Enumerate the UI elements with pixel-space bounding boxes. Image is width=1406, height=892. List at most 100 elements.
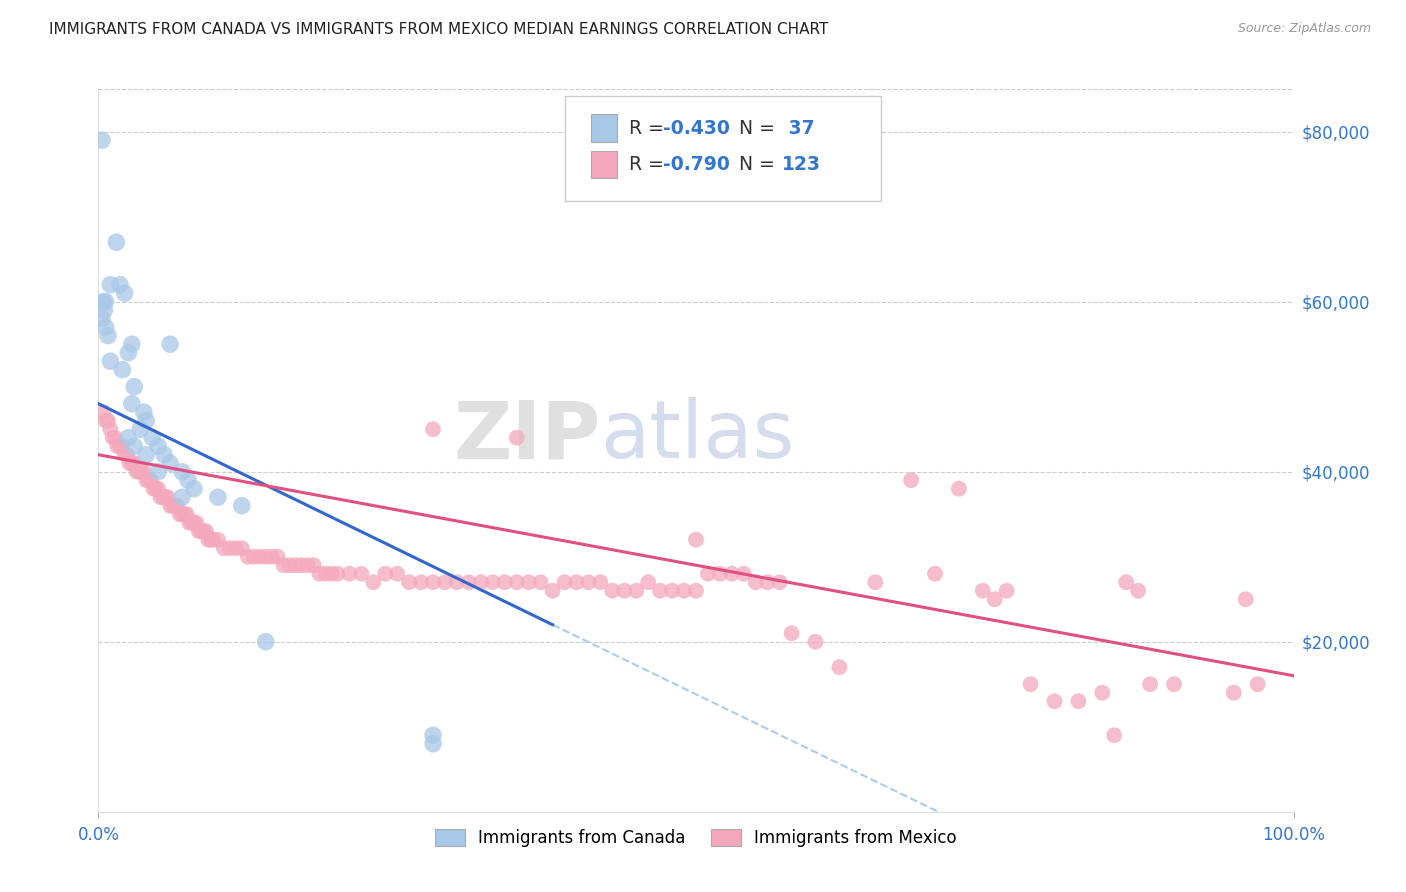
Point [180,516,202,530]
Point [1128,583,1150,598]
Point [118,456,141,470]
Text: atlas: atlas [600,397,794,475]
Point [1091,686,1114,700]
Point [135,448,157,462]
Point [626,583,648,598]
Point [138,473,160,487]
Point [177,473,200,487]
Point [172,507,194,521]
Point [117,345,139,359]
Text: N =: N = [740,155,780,174]
Point [141,431,163,445]
Point [709,566,731,581]
Point [148,465,170,479]
Point [302,558,325,573]
Point [1234,592,1257,607]
Point [267,549,290,564]
Point [948,482,970,496]
Point [135,473,157,487]
Point [131,465,153,479]
Point [434,575,457,590]
Point [278,558,301,573]
Point [1223,686,1246,700]
Point [108,439,131,453]
Point [231,541,253,556]
Text: N =: N = [740,119,780,137]
Point [297,558,319,573]
FancyBboxPatch shape [591,151,617,178]
Point [422,728,444,742]
Point [1019,677,1042,691]
Point [273,558,295,573]
Point [107,439,129,453]
Point [398,575,420,590]
Point [578,575,600,590]
Point [121,337,143,351]
Text: 37: 37 [782,119,814,137]
Point [91,294,114,309]
Point [207,490,229,504]
Point [506,431,529,445]
Point [98,354,122,368]
Point [172,465,194,479]
Point [91,133,114,147]
Point [972,583,994,598]
Point [129,422,152,436]
Point [145,482,167,496]
Point [673,583,696,598]
Point [745,575,768,590]
Point [93,303,115,318]
Point [1043,694,1066,708]
Point [260,549,283,564]
Point [661,583,683,598]
Point [159,337,181,351]
Point [98,277,122,292]
Point [721,566,744,581]
Point [254,634,277,648]
Point [200,533,222,547]
Point [828,660,851,674]
Point [91,405,114,419]
Text: Source: ZipAtlas.com: Source: ZipAtlas.com [1237,22,1371,36]
Point [187,524,209,539]
Point [195,524,218,539]
Point [212,541,235,556]
Point [97,414,120,428]
FancyBboxPatch shape [565,96,882,202]
Point [697,566,720,581]
Point [183,516,205,530]
Point [339,566,361,581]
Point [105,235,128,250]
Point [108,277,131,292]
Legend: Immigrants from Canada, Immigrants from Mexico: Immigrants from Canada, Immigrants from … [429,822,963,854]
Point [326,566,349,581]
Point [207,533,229,547]
Point [202,533,225,547]
Point [589,575,612,590]
Point [541,583,564,598]
Point [470,575,492,590]
Point [458,575,481,590]
Point [1139,677,1161,691]
Point [236,549,259,564]
Point [163,499,186,513]
Point [159,456,181,470]
Point [186,516,208,530]
Point [176,507,198,521]
Point [152,490,174,504]
Point [183,482,205,496]
Point [125,465,148,479]
Point [169,507,191,521]
Point [648,583,672,598]
Point [422,737,444,751]
Point [124,456,146,470]
Point [308,566,330,581]
Point [231,499,253,513]
Point [554,575,576,590]
Point [139,473,162,487]
Point [132,465,155,479]
Point [98,422,122,436]
Point [1247,677,1270,691]
Point [172,490,194,504]
Point [124,439,146,453]
